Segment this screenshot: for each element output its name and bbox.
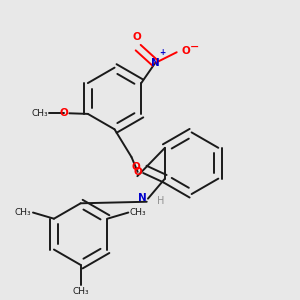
- Text: CH₃: CH₃: [32, 109, 48, 118]
- Text: O: O: [59, 108, 68, 118]
- Text: H: H: [157, 196, 164, 206]
- Text: CH₃: CH₃: [72, 287, 89, 296]
- Text: O: O: [134, 167, 142, 177]
- Text: O: O: [132, 32, 141, 42]
- Text: O: O: [181, 46, 190, 56]
- Text: CH₃: CH₃: [15, 208, 32, 217]
- Text: O: O: [131, 162, 140, 172]
- Text: CH₃: CH₃: [130, 208, 146, 217]
- Text: N: N: [138, 193, 147, 203]
- Text: +: +: [159, 49, 166, 58]
- Text: N: N: [151, 58, 160, 68]
- Text: −: −: [190, 42, 200, 52]
